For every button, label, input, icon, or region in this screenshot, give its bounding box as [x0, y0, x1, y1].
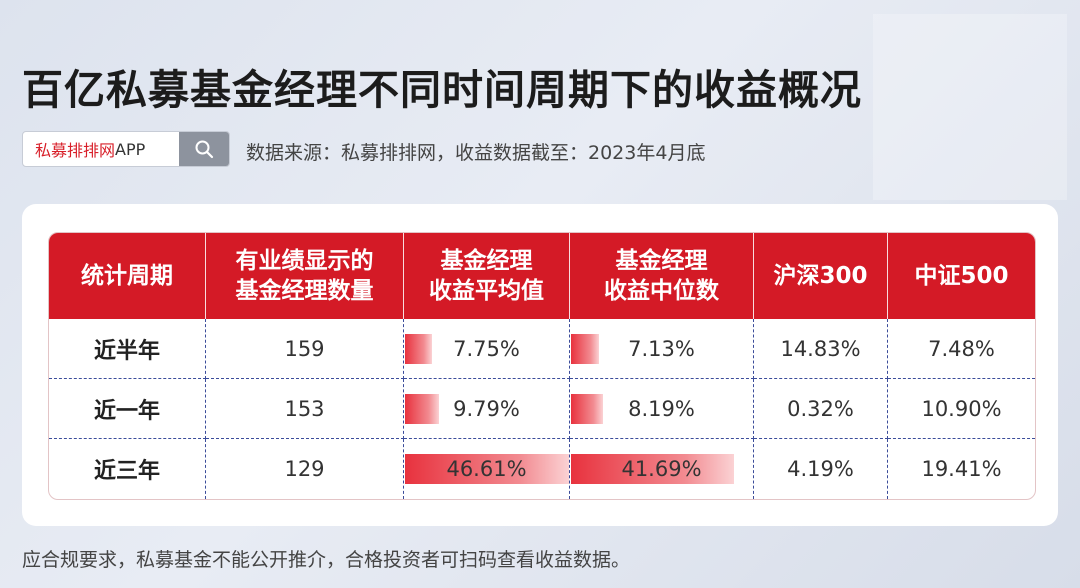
table-row: 近一年 153 9.79% 8.19% 0.32% 10.90% [49, 379, 1035, 439]
search-icon [195, 140, 214, 159]
data-bar [405, 394, 439, 424]
search-button[interactable] [179, 132, 229, 166]
data-bar [571, 334, 599, 364]
cell-manager-count: 159 [206, 319, 404, 379]
cell-hs300: 0.32% [754, 379, 888, 439]
data-source-note: 数据来源：私募排排网，收益数据截至：2023年4月底 [246, 142, 706, 164]
cell-period: 近三年 [49, 439, 206, 499]
bar-value: 8.19% [628, 396, 695, 421]
cell-return-median: 7.13% [570, 319, 754, 379]
search-bar[interactable]: 私募排排网 APP [22, 131, 230, 167]
header-return-median: 基金经理 收益中位数 [570, 233, 754, 319]
header-hs300: 沪深300 [754, 233, 888, 319]
cell-hs300: 4.19% [754, 439, 888, 499]
data-bar [571, 454, 734, 484]
data-bar [405, 454, 569, 484]
cell-period: 近一年 [49, 379, 206, 439]
search-text[interactable]: 私募排排网 APP [23, 132, 179, 166]
cell-manager-count: 153 [206, 379, 404, 439]
cell-zz500: 10.90% [888, 379, 1035, 439]
cell-return-median: 8.19% [570, 379, 754, 439]
bar-value: 41.69% [621, 457, 702, 481]
page-title: 百亿私募基金经理不同时间周期下的收益概况 [22, 66, 862, 114]
returns-table: 统计周期 有业绩显示的 基金经理数量 基金经理 收益平均值 基金经理 收益中位数 沪深… [48, 232, 1036, 500]
header-manager-count: 有业绩显示的 基金经理数量 [206, 233, 404, 319]
data-bar [571, 394, 603, 424]
cell-zz500: 19.41% [921, 457, 1002, 481]
background-panel [873, 14, 1067, 200]
data-bar [405, 334, 432, 364]
cell-period: 近半年 [49, 319, 206, 379]
cell-return-average: 9.79% [404, 379, 570, 439]
compliance-footer: 应合规要求，私募基金不能公开推介，合格投资者可扫码查看收益数据。 [22, 549, 631, 571]
bar-value: 7.75% [453, 336, 520, 361]
header-period: 统计周期 [49, 233, 206, 319]
bar-value: 46.61% [446, 457, 527, 481]
cell-hs300: 14.83% [754, 319, 888, 379]
bar-value: 9.79% [453, 396, 520, 421]
table-row: 近三年 129 46.61% 41.69% 4.19% 19.41% [49, 439, 1035, 499]
table-header-row: 统计周期 有业绩显示的 基金经理数量 基金经理 收益平均值 基金经理 收益中位数 沪深… [49, 233, 1035, 319]
search-suffix: APP [115, 139, 146, 159]
cell-return-median: 41.69% [570, 439, 754, 499]
table-row: 近半年 159 7.75% 7.13% 14.83% 7.48% [49, 319, 1035, 379]
cell-return-average: 46.61% [404, 439, 570, 499]
cell-return-average: 7.75% [404, 319, 570, 379]
header-zz500: 中证500 [888, 233, 1035, 319]
header-return-average: 基金经理 收益平均值 [404, 233, 570, 319]
cell-manager-count: 129 [206, 439, 404, 499]
cell-zz500: 7.48% [888, 319, 1035, 379]
bar-value: 7.13% [628, 336, 695, 361]
search-brand: 私募排排网 [35, 141, 116, 160]
